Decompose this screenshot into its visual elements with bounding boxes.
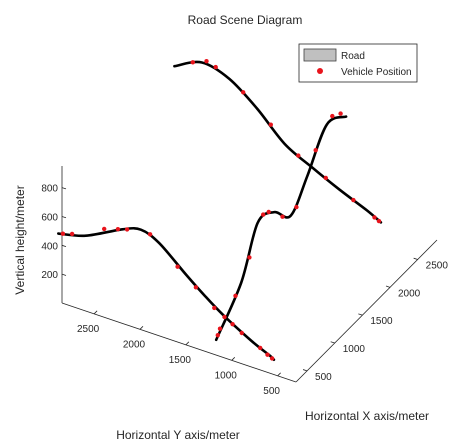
vehicle-position-point: [261, 212, 266, 217]
vehicle-position-point: [102, 226, 107, 232]
x-tick-mark: [385, 285, 391, 288]
x-tick-label: 500: [315, 372, 332, 383]
vehicle-position-point: [124, 227, 130, 232]
vehicle-position-point: [222, 314, 227, 320]
vehicle-position-point: [351, 197, 356, 203]
vehicle-position-point: [69, 231, 75, 237]
z-tick-label: 200: [41, 270, 58, 281]
roads: [57, 60, 383, 361]
vehicle-position-point: [338, 111, 343, 116]
road-line-3: [214, 115, 348, 342]
vehicle-markers: [60, 59, 382, 361]
axes: [61, 166, 438, 383]
vehicle-position-point: [372, 215, 377, 220]
z-tick-mark: [61, 216, 67, 219]
z-tick-mark: [61, 244, 67, 247]
y-tick-mark: [231, 357, 236, 361]
vehicle-position-point: [175, 264, 180, 269]
vehicle-position-point: [241, 90, 246, 95]
z-tick-mark: [61, 187, 67, 190]
vehicle-position-point: [268, 122, 273, 127]
y-axis-line: [61, 302, 297, 383]
vehicle-position-point: [233, 293, 238, 298]
vehicle-position-point: [280, 214, 285, 219]
vehicle-position-point: [147, 232, 153, 237]
vehicle-position-point: [247, 255, 252, 260]
x-axis-line: [295, 239, 438, 383]
vehicle-position-point: [213, 64, 218, 70]
x-tick-label: 2000: [398, 288, 421, 299]
vehicle-position-point: [258, 345, 263, 351]
z-tick-label: 600: [41, 212, 58, 223]
z-axis-label: Vertical height/meter: [13, 185, 27, 294]
vehicle-position-point: [376, 218, 382, 224]
y-tick-mark: [185, 341, 190, 346]
vehicle-position-point: [313, 148, 318, 153]
vehicle-position-point: [330, 113, 335, 119]
vehicle-position-point: [190, 60, 195, 65]
legend-road-label: Road: [341, 51, 365, 62]
chart-title: Road Scene Diagram: [188, 13, 303, 27]
legend-vehicle-label: Vehicle Position: [341, 67, 412, 78]
vehicle-position-point: [239, 330, 244, 336]
vehicle-position-point: [296, 153, 301, 158]
vehicle-position-point: [269, 356, 275, 361]
road-line-2: [173, 60, 383, 224]
legend-road-swatch: [303, 48, 337, 62]
vehicle-position-point: [193, 285, 199, 290]
x-tick-mark: [413, 257, 418, 260]
x-tick-mark: [358, 313, 363, 316]
y-tick-label: 1500: [169, 355, 192, 366]
y-tick-label: 1000: [215, 370, 238, 381]
z-tick-label: 800: [41, 184, 58, 195]
vehicle-position-point: [217, 326, 223, 331]
x-tick-label: 2500: [426, 260, 449, 271]
z-tick-mark: [61, 273, 67, 276]
vehicle-position-point: [204, 59, 209, 64]
vehicle-position-point: [60, 231, 66, 236]
y-tick-mark: [139, 326, 144, 330]
vehicle-position-point: [212, 305, 217, 311]
vehicle-position-point: [294, 204, 299, 210]
y-tick-label: 2500: [77, 324, 100, 335]
y-tick-mark: [277, 372, 281, 377]
legend: Road Vehicle Position: [298, 43, 418, 83]
vehicle-position-point: [266, 209, 271, 215]
y-tick-label: 500: [263, 386, 280, 397]
vehicle-position-point: [115, 227, 121, 232]
x-tick-mark: [330, 341, 335, 344]
x-axis-label: Horizontal X axis/meter: [305, 409, 429, 423]
vehicle-position-point: [230, 322, 235, 327]
y-tick-mark: [93, 310, 98, 315]
road-line-1: [57, 226, 276, 361]
axis-ticks: 200 400 600 800 2500 2000 1500 1000 500 500 1000 15…: [41, 184, 448, 397]
y-tick-label: 2000: [123, 339, 146, 350]
vehicle-position-point: [323, 175, 328, 181]
vehicle-position-point: [215, 333, 220, 338]
vehicle-position-point: [265, 352, 270, 357]
legend-vehicle-marker: [317, 68, 323, 74]
x-tick-mark: [302, 369, 308, 372]
x-tick-label: 1500: [370, 316, 393, 327]
y-axis-label: Horizontal Y axis/meter: [116, 428, 240, 442]
z-tick-label: 400: [41, 241, 58, 252]
x-tick-label: 1000: [343, 344, 366, 355]
